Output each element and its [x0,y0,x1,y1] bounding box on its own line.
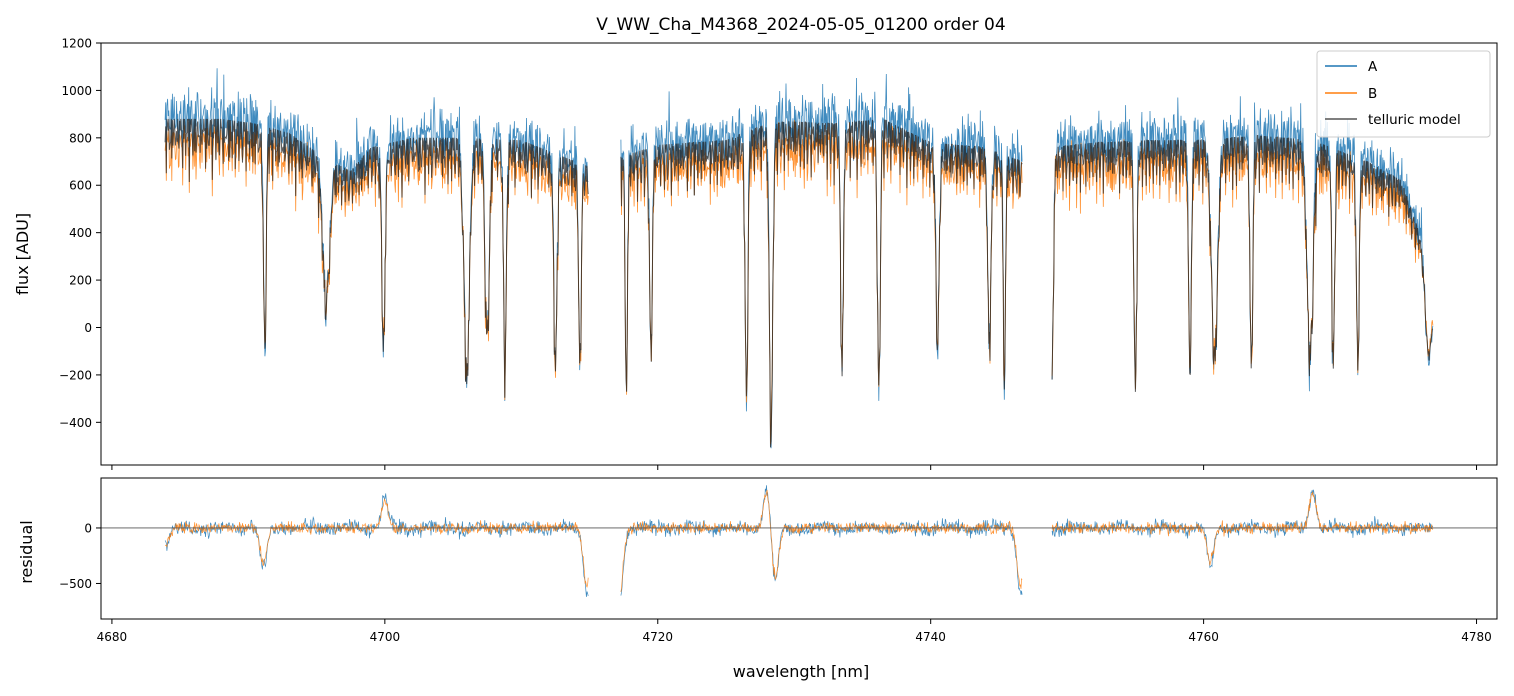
flux-x-axis [111,465,1478,470]
flux-plot-area [164,68,1434,449]
flux-y-tick-label: 1000 [61,84,92,98]
figure-title: V_WW_Cha_M4368_2024-05-05_01200 order 04 [596,15,1005,35]
flux-panel: −400 −200 0 200 400 600 800 1000 1200 flux [ADU]… [13,37,1498,470]
flux-y-axis: −400 −200 0 200 400 600 800 1000 1200 [59,37,101,430]
legend-label-b: B [1368,86,1377,102]
flux-y-tick-label: −400 [59,416,92,430]
residual-y-tick-label: 0 [84,521,92,535]
flux-y-tick-label: 800 [69,131,92,145]
residual-x-axis-label: wavelength [nm] [733,662,870,681]
telluric-model-line [1051,134,1434,392]
telluric-model-line [164,118,589,398]
residual-y-axis: −500 0 [59,521,101,591]
residual-x-tick-label: 4700 [370,630,401,644]
series-a-line [164,68,589,402]
legend-label-telluric: telluric model [1368,112,1461,128]
residual-x-tick-label: 4680 [97,630,128,644]
residual-x-axis: 4680 4700 4720 4740 4760 4780 [97,619,1492,644]
residual-plot-area [101,485,1497,597]
legend: A B telluric model [1316,50,1491,138]
residual-x-tick-label: 4720 [642,630,673,644]
flux-axes-frame [100,42,1498,466]
flux-y-tick-label: 400 [69,226,92,240]
flux-y-axis-label: flux [ADU] [13,213,32,295]
residual-x-tick-label: 4760 [1188,630,1219,644]
residual-axes-frame [100,477,1498,620]
flux-y-tick-label: 600 [69,179,92,193]
flux-y-tick-label: −200 [59,368,92,382]
residual-y-axis-label: residual [17,520,36,583]
residual-b-line [1051,491,1434,566]
residual-b-line [620,489,1023,593]
telluric-model-line [620,119,1023,448]
residual-x-tick-label: 4780 [1461,630,1492,644]
flux-y-tick-label: 1200 [61,37,92,51]
flux-y-tick-label: 200 [69,274,92,288]
legend-frame [1316,50,1491,138]
residual-x-tick-label: 4740 [915,630,946,644]
residual-y-tick-label: −500 [59,577,92,591]
flux-y-tick-label: 0 [84,321,92,335]
legend-label-a: A [1368,59,1378,75]
